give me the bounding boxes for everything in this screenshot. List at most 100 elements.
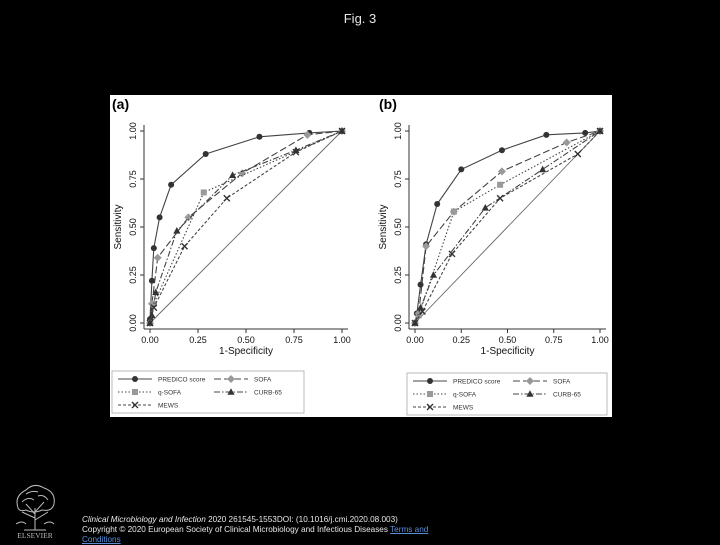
y-tick-label: 0.50 xyxy=(393,218,403,236)
legend-label: MEWS xyxy=(158,403,179,410)
data-point-q-sofa xyxy=(497,181,504,188)
legend-label: q-SOFA xyxy=(158,390,182,397)
legend-marker xyxy=(526,390,534,397)
x-tick-label: 0.50 xyxy=(499,335,517,345)
data-point-mews xyxy=(292,148,300,156)
x-tick-label: 0.75 xyxy=(285,335,303,345)
legend-marker xyxy=(426,403,434,411)
x-tick-label: 0.50 xyxy=(237,335,255,345)
y-tick-label: 0.75 xyxy=(128,170,138,188)
x-tick-label: 0.25 xyxy=(452,335,470,345)
copyright-text: Copyright © 2020 European Society of Cli… xyxy=(82,525,388,534)
legend-marker xyxy=(526,377,534,385)
series-line-predico-score xyxy=(414,130,601,324)
legend-box xyxy=(406,372,608,416)
data-point-predico-score xyxy=(256,133,263,140)
y-tick-label: 0.50 xyxy=(128,218,138,236)
data-point-mews xyxy=(150,304,158,312)
roc-panel-a: (a) 0.00 0.25 0.50 0.75 1.00 0.00 0.25 0.50 0.75 1… xyxy=(111,96,351,414)
y-tick-label: 0.25 xyxy=(393,266,403,284)
panel-label: (b) xyxy=(379,96,397,112)
legend-label: CURB-65 xyxy=(553,392,581,399)
y-tick-label: 0.25 xyxy=(128,266,138,284)
series-line-q-sofa xyxy=(149,130,343,324)
roc-panel-b: (b) 0.00 0.25 0.50 0.75 1.00 0.00 0.25 0.50 0.75 1… xyxy=(378,96,609,416)
data-point-curb-65 xyxy=(539,165,547,173)
panel-label: (a) xyxy=(112,96,129,112)
data-point-sofa xyxy=(238,169,247,178)
data-point-sofa xyxy=(562,138,571,147)
legend-label: q-SOFA xyxy=(453,392,477,399)
legend-label: SOFA xyxy=(553,379,571,386)
data-point-curb-65 xyxy=(416,303,425,311)
legend-marker xyxy=(427,391,433,397)
citation-block: Clinical Microbiology and Infection 2020… xyxy=(82,515,428,545)
data-point-curb-65 xyxy=(148,311,156,319)
citation-details: 2020 261545-1553DOI: (10.1016/j.cmi.2020… xyxy=(205,515,398,524)
legend-marker xyxy=(227,388,235,395)
elsevier-logo: ELSEVIER xyxy=(4,478,66,540)
legend-label: PREDICO score xyxy=(453,379,501,386)
data-point-sofa xyxy=(153,253,162,262)
figure-title: Fig. 3 xyxy=(343,11,377,26)
data-point-mews xyxy=(223,194,231,202)
data-point-predico-score xyxy=(148,277,155,284)
x-tick-label: 1.00 xyxy=(333,335,351,345)
legend-marker xyxy=(132,376,138,382)
data-point-sofa xyxy=(184,213,193,222)
legend-label: SOFA xyxy=(254,377,272,384)
legend-marker xyxy=(427,378,433,384)
data-point-sofa xyxy=(422,242,431,251)
journal-name: Clinical Microbiology and Infection xyxy=(82,515,206,524)
terms-link[interactable]: Terms and xyxy=(390,525,429,534)
y-tick-label: 1.00 xyxy=(393,122,403,140)
data-point-mews xyxy=(418,307,426,315)
logo-wordmark: ELSEVIER xyxy=(17,531,52,540)
data-point-sofa xyxy=(303,130,312,139)
data-point-predico-score xyxy=(458,166,465,173)
y-axis-title: Sensitivity xyxy=(113,204,124,249)
data-point-q-sofa xyxy=(450,208,457,215)
y-tick-label: 1.00 xyxy=(128,122,138,140)
citation-line-3: Conditions xyxy=(82,535,428,545)
legend-label: CURB-65 xyxy=(254,390,282,397)
data-point-curb-65 xyxy=(429,271,438,278)
x-tick-label: 0.75 xyxy=(545,335,563,345)
data-point-mews xyxy=(338,127,346,135)
citation-line-1: Clinical Microbiology and Infection 2020… xyxy=(82,515,428,525)
data-point-mews xyxy=(574,150,582,158)
y-axis-title: Sensitivity xyxy=(378,204,389,249)
data-point-predico-score xyxy=(543,131,550,138)
reference-diagonal xyxy=(414,130,601,324)
data-point-mews xyxy=(448,250,456,258)
x-tick-label: 1.00 xyxy=(591,335,609,345)
y-tick-label: 0.00 xyxy=(393,314,403,332)
data-point-mews xyxy=(181,242,189,250)
legend-marker xyxy=(132,389,138,395)
data-point-mews xyxy=(411,319,419,327)
series-line-predico-score xyxy=(149,130,343,323)
x-tick-label: 0.00 xyxy=(406,335,424,345)
legend-marker xyxy=(227,375,235,383)
data-point-q-sofa xyxy=(200,189,207,196)
data-point-predico-score xyxy=(434,200,441,207)
y-tick-label: 0.00 xyxy=(128,314,138,332)
x-axis-title: 1-Specificity xyxy=(481,346,535,357)
series-line-mews xyxy=(149,130,343,324)
data-point-predico-score xyxy=(498,147,505,154)
data-point-curb-65 xyxy=(292,146,300,153)
data-point-curb-65 xyxy=(152,288,160,296)
y-tick-label: 0.75 xyxy=(393,170,403,188)
x-tick-label: 0.25 xyxy=(189,335,207,345)
legend-marker xyxy=(131,401,139,409)
data-point-curb-65 xyxy=(228,171,237,178)
data-point-curb-65 xyxy=(481,204,489,211)
roc-figure: (a) 0.00 0.25 0.50 0.75 1.00 0.00 0.25 0.50 0.75 1… xyxy=(110,95,612,417)
x-tick-label: 0.00 xyxy=(141,335,159,345)
data-point-q-sofa xyxy=(415,312,422,319)
data-point-mews xyxy=(146,319,154,327)
data-point-predico-score xyxy=(156,214,163,221)
data-point-predico-score xyxy=(150,245,157,252)
data-point-sofa xyxy=(497,167,506,176)
roc-charts-svg: (a) 0.00 0.25 0.50 0.75 1.00 0.00 0.25 0.50 0.75 1… xyxy=(111,96,609,416)
